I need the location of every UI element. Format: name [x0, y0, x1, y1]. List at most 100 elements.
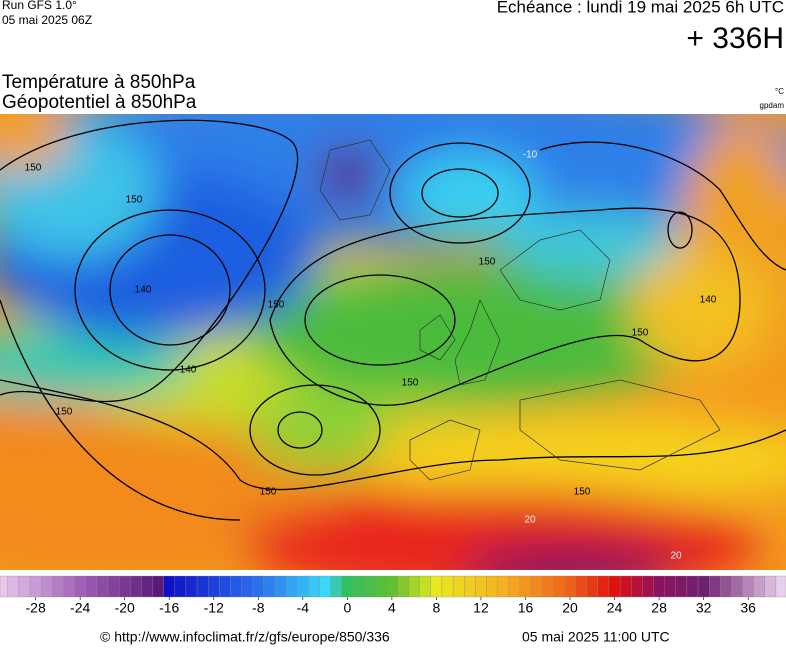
colorbar-tick-label: 24: [607, 600, 623, 616]
colorbar-cell: [341, 575, 354, 598]
colorbar-cell: [18, 575, 31, 598]
geopotential-contours: [0, 119, 786, 521]
colorbar-tick-label: -28: [26, 600, 46, 616]
map: [0, 114, 786, 570]
colorbar-tick-label: 0: [343, 600, 351, 616]
run-date: 05 mai 2025 06Z: [2, 13, 92, 27]
colorbar-cell: [608, 575, 621, 598]
horizon: + 336H: [686, 22, 784, 55]
colorbar-tick-label: -20: [115, 600, 135, 616]
colorbar-tick-label: 4: [388, 600, 396, 616]
contour-label: 140: [180, 365, 197, 376]
colorbar-cell: [219, 575, 231, 598]
contour-label: 140: [700, 295, 717, 306]
colorbar-cell: [141, 575, 153, 598]
contour-label: 150: [402, 378, 419, 389]
footer-url: © http://www.infoclimat.fr/z/gfs/europe/…: [100, 629, 390, 645]
colorbar-cell: [29, 575, 42, 598]
colorbar-cell: [586, 575, 598, 598]
colorbar-tick-label: 36: [740, 600, 756, 616]
colorbar-cell: [419, 575, 432, 598]
colorbar-cell: [686, 575, 699, 598]
colorbar-cell: [653, 575, 665, 598]
colorbar-cell: [764, 575, 777, 598]
colorbar-cell: [319, 575, 331, 598]
run-label: Run GFS 1.0°: [2, 0, 77, 12]
colorbar-cell: [352, 575, 365, 598]
colorbar: -28 -24 -20 -16 -12 -8 -4 0 4 8 12 16 20 24 28 32 36: [0, 575, 786, 616]
geopotential-unit: gpdam: [760, 101, 785, 110]
colorbar-cell: [7, 575, 20, 598]
colorbar-cell: [753, 575, 765, 598]
colorbar-cell: [274, 575, 287, 598]
colorbar-cell: [196, 575, 209, 598]
colorbar-cell: [0, 575, 8, 598]
contour-label: 150: [260, 487, 277, 498]
colorbar-tick-label: 8: [433, 600, 441, 616]
colorbar-cell: [508, 575, 521, 598]
colorbar-tick-label: 16: [518, 600, 534, 616]
colorbar-cell: [152, 575, 164, 598]
colorbar-cell: [185, 575, 198, 598]
colorbar-cell: [408, 575, 420, 598]
colorbar-cell: [430, 575, 443, 598]
colorbar-cell: [664, 575, 676, 598]
colorbar-tick-label: -8: [252, 600, 265, 616]
echeance: Echéance : lundi 19 mai 2025 6h UTC: [497, 0, 784, 16]
colorbar-cell: [720, 575, 732, 598]
colorbar-cell: [675, 575, 688, 598]
colorbar-cell: [775, 575, 786, 598]
colorbar-cell: [519, 575, 532, 598]
colorbar-cell: [63, 575, 75, 598]
temperature-unit: °C: [775, 87, 784, 96]
colorbar-cell: [41, 575, 53, 598]
colorbar-cell: [464, 575, 476, 598]
colorbar-cell: [631, 575, 643, 598]
title-temperature: Température à 850hPa: [2, 72, 196, 93]
colorbar-cell: [475, 575, 487, 598]
colorbar-cell: [308, 575, 320, 598]
colorbar-cell: [553, 575, 565, 598]
colorbar-cell: [118, 575, 131, 598]
colorbar-cell: [386, 575, 398, 598]
colorbar-cell: [252, 575, 265, 598]
colorbar-cell: [130, 575, 142, 598]
colorbar-cell: [230, 575, 242, 598]
contour-label: 150: [479, 257, 496, 268]
colorbar-cell: [96, 575, 109, 598]
colorbar-cell: [486, 575, 498, 598]
colorbar-tick-label: -16: [159, 600, 179, 616]
contour-label: 150: [126, 195, 143, 206]
colorbar-cell: [208, 575, 220, 598]
temperature-field: [0, 114, 786, 570]
colorbar-cell: [619, 575, 632, 598]
colorbar-cell: [731, 575, 743, 598]
contour-label: -10: [523, 150, 538, 161]
contour-label: 150: [574, 487, 591, 498]
colorbar-cell: [263, 575, 276, 598]
colorbar-cell: [597, 575, 610, 598]
colorbar-cell: [363, 575, 376, 598]
colorbar-cell: [542, 575, 554, 598]
contour-label: 150: [632, 328, 649, 339]
colorbar-cell: [52, 575, 64, 598]
colorbar-cell: [530, 575, 543, 598]
colorbar-tick-label: 28: [651, 600, 667, 616]
colorbar-cell: [742, 575, 754, 598]
footer-timestamp: 05 mai 2025 11:00 UTC: [522, 629, 670, 645]
contour-label: 150: [25, 163, 42, 174]
contour-labels: 150 150 140 140 150 150 150 150 150 150 150 140 -10 2…: [25, 150, 717, 562]
contour-label: 140: [135, 285, 152, 296]
colorbar-cell: [497, 575, 509, 598]
colorbar-tick-label: 12: [473, 600, 489, 616]
contour-label: 150: [56, 407, 73, 418]
colorbar-cell: [74, 575, 86, 598]
colorbar-cell: [285, 575, 298, 598]
colorbar-cell: [397, 575, 409, 598]
colorbar-cell: [174, 575, 187, 598]
colorbar-cell: [441, 575, 454, 598]
colorbar-cell: [297, 575, 309, 598]
contour-label: 150: [268, 300, 285, 311]
colorbar-cell: [330, 575, 342, 598]
